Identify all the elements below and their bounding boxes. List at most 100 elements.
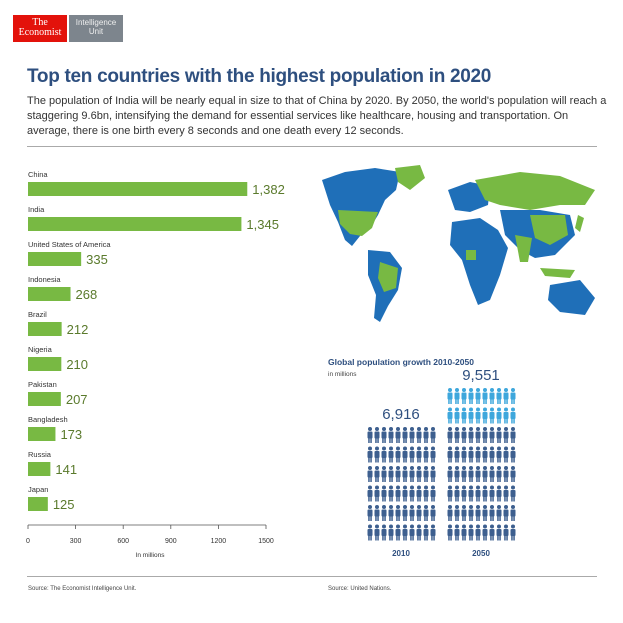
bar [28,497,48,511]
world-map [322,165,595,322]
person-icon [496,505,502,521]
person-icon [510,524,516,541]
value-label: 210 [66,357,88,372]
person-icon [489,388,495,404]
person-icon [503,466,509,482]
person-icon [461,524,467,541]
person-icon [374,466,380,482]
logo-brand: The Economist [18,17,62,38]
person-icon [423,485,429,502]
person-icon [461,466,467,482]
value-label: 268 [76,287,98,302]
person-icon [381,466,387,482]
person-icon [461,446,467,463]
person-icon [447,505,453,521]
person-icon [447,427,453,443]
person-icon [374,524,380,541]
person-icon [475,524,481,541]
person-icon [454,466,460,482]
person-icon [381,446,387,463]
person-icon [381,427,387,443]
person-icon [402,505,408,521]
population-pictogram: Global population growth 2010-2050 in mil… [328,357,516,558]
person-icon [430,466,436,482]
person-icon [489,524,495,541]
person-icon [409,446,415,463]
person-icon [447,388,453,404]
map-china [530,215,568,245]
map-russia [475,172,595,210]
map-africa [450,218,508,305]
person-icon [388,466,394,482]
bar [28,252,82,266]
person-icon [367,427,373,443]
divider [27,146,597,147]
person-icon [430,524,436,541]
person-icon [367,446,373,463]
person-icon [468,466,474,482]
value-label: 207 [66,392,88,407]
map-nigeria [466,250,476,260]
person-icon [489,466,495,482]
map-north-america [322,168,400,246]
person-icon [454,407,460,424]
map-greenland [395,165,425,190]
category-label: India [28,205,45,214]
pictogram-value: 9,551 [462,367,500,384]
economist-logo: The Economist [13,15,67,42]
person-icon [468,505,474,521]
person-icon [374,446,380,463]
bar [28,357,62,371]
person-icon [461,407,467,424]
person-icon [430,427,436,443]
person-icon [447,446,453,463]
person-icon [388,524,394,541]
person-icon [496,466,502,482]
person-icon [503,524,509,541]
person-icon [503,446,509,463]
person-icon [496,427,502,443]
person-icon [374,427,380,443]
person-icon [510,485,516,502]
bar [28,217,242,231]
person-icon [475,466,481,482]
person-icon [475,446,481,463]
person-icon [409,505,415,521]
person-icon [430,485,436,502]
x-tick-label: 0 [26,538,30,545]
category-label: Indonesia [28,275,61,284]
x-tick-label: 300 [70,538,82,545]
x-tick-label: 900 [165,538,177,545]
pictogram-value: 6,916 [382,406,420,423]
pictogram-title: Global population growth 2010-2050 [328,357,474,367]
person-icon [423,505,429,521]
person-icon [416,466,422,482]
map-australia [548,280,595,315]
intelligence-unit-logo: Intelligence Unit [69,15,123,42]
person-icon [510,427,516,443]
person-icon [468,485,474,502]
value-label: 173 [60,427,82,442]
person-icon [447,485,453,502]
person-icon [416,446,422,463]
person-icon [503,388,509,404]
person-icon [395,505,401,521]
person-icon [454,505,460,521]
person-icon [416,524,422,541]
page-title: Top ten countries with the highest popul… [27,66,492,87]
x-tick-label: 1200 [211,538,227,545]
person-icon [409,427,415,443]
person-icon [402,466,408,482]
person-icon [482,485,488,502]
person-icon [503,485,509,502]
person-icon [468,524,474,541]
person-icon [482,446,488,463]
person-icon [489,485,495,502]
person-icon [496,388,502,404]
person-icon [402,485,408,502]
person-icon [489,505,495,521]
category-label: United States of America [28,240,111,249]
pictogram-subtitle: in millions [328,371,357,378]
person-icon [461,485,467,502]
